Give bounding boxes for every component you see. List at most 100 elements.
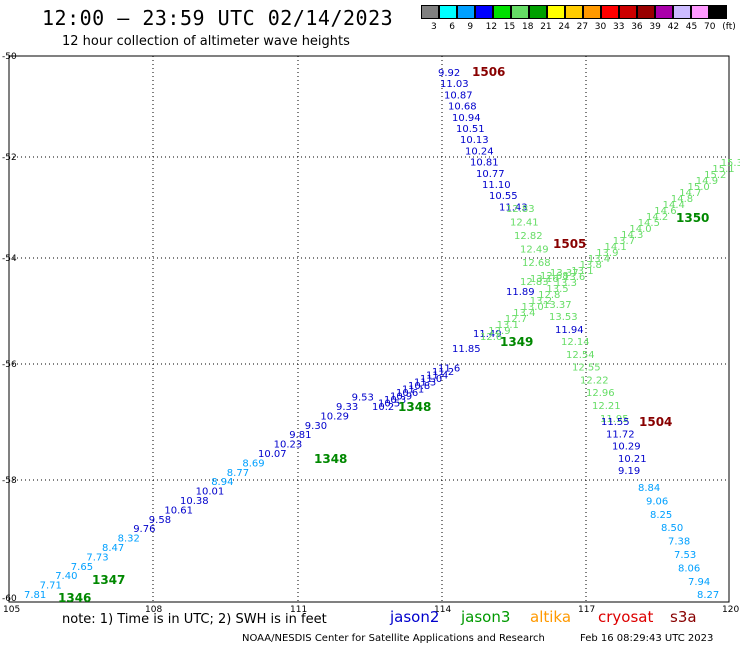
swh-value-label: 14.2 — [646, 212, 668, 223]
swh-value-label: 13.4 — [588, 254, 610, 265]
legend-label: 18 — [522, 22, 534, 32]
swh-value-label: 12.6 — [480, 332, 502, 343]
swh-value-label: 13.4 — [513, 308, 535, 319]
swh-value-label: 8.47 — [102, 543, 124, 554]
pass-number-label: 1346 — [58, 591, 91, 605]
legend-swatch — [637, 5, 655, 19]
legend-label: 15 — [503, 22, 516, 32]
swh-value-label: 13.1 — [497, 320, 519, 331]
swh-value-label: 11.85 — [452, 344, 481, 355]
swh-value-label: 8.32 — [118, 534, 140, 545]
swh-value-label: 10.23 — [274, 440, 303, 451]
credit-text: NOAA/NESDIS Center for Satellite Applica… — [242, 633, 545, 644]
swh-value-label: 13.8 — [580, 260, 602, 271]
legend-swatch — [457, 5, 475, 19]
swh-value-label: 13.37 — [543, 300, 572, 311]
swh-value-label: 12.49 — [520, 245, 549, 256]
swh-value-label: 7.65 — [71, 562, 93, 573]
swh-value-label: 12.22 — [580, 375, 609, 386]
swh-value-label: 11.94 — [555, 325, 584, 336]
swh-value-label: 10.68 — [448, 102, 477, 113]
legend-label: 27 — [576, 22, 589, 32]
y-tick-label: -60 — [2, 594, 17, 604]
swh-value-label: 8.27 — [697, 590, 719, 601]
swh-value-label: 9.06 — [646, 496, 668, 507]
x-tick-label: 105 — [3, 605, 20, 615]
swh-value-label: 10.77 — [476, 169, 505, 180]
swh-value-label: 14.3 — [621, 230, 643, 241]
x-tick-label: 120 — [722, 605, 739, 615]
swh-value-label: 7.81 — [24, 590, 46, 601]
color-legend-labels: 3 6 9 12 15 18 21 24 27 30 33 36 39 42 45 70 (ft) — [421, 22, 740, 34]
legend-label: 24 — [558, 22, 570, 32]
swh-value-label: 9.53 — [352, 393, 374, 404]
color-legend — [421, 5, 727, 19]
swh-value-label: 8.69 — [242, 458, 264, 469]
legend-label: 9 — [467, 22, 474, 32]
swh-value-label: 14.7 — [679, 188, 701, 199]
y-tick-label: -56 — [2, 360, 17, 370]
x-tick-label: 111 — [290, 605, 307, 615]
swh-value-label: 9.30 — [305, 421, 327, 432]
swh-value-label: 7.94 — [688, 577, 710, 588]
swh-value-label: 13.53 — [549, 312, 578, 323]
legend-label: 42 — [667, 22, 680, 32]
swh-value-label: 10.81 — [470, 158, 499, 169]
legend-label: 36 — [631, 22, 643, 32]
swh-value-label: 9.58 — [149, 515, 171, 526]
pass-number-label: 1347 — [92, 573, 125, 587]
swh-value-label: 12.83 — [506, 204, 535, 215]
legend-swatch — [511, 5, 529, 19]
legend-swatch — [583, 5, 601, 19]
legend-swatch — [439, 5, 457, 19]
swh-value-label: 13.0 — [522, 302, 544, 313]
swh-value-label: 10.24 — [465, 146, 494, 157]
swh-value-label: 14.0 — [629, 224, 651, 235]
satellite-altika: altika — [530, 608, 572, 626]
swh-value-label: 8.94 — [211, 477, 233, 488]
swh-value-label: 11.0 — [420, 374, 442, 385]
swh-value-label: 11.6 — [438, 364, 460, 375]
footer-note: note: 1) Time is in UTC; 2) SWH is in fe… — [62, 612, 327, 627]
legend-swatch — [475, 5, 493, 19]
x-tick-label: 114 — [434, 605, 451, 615]
y-tick-label: -50 — [2, 52, 17, 62]
swh-value-label: 12.54 — [566, 350, 595, 361]
swh-value-label: 13.5 — [546, 284, 568, 295]
swh-value-label: 10.29 — [320, 411, 349, 422]
legend-swatch — [493, 5, 511, 19]
swh-value-label: 10.01 — [196, 487, 225, 498]
swh-value-label: 11.89 — [506, 287, 535, 298]
swh-value-label: 9.19 — [618, 466, 640, 477]
legend-swatch — [601, 5, 619, 19]
swh-value-label: 13.16 — [530, 274, 559, 285]
swh-value-label: 10.38 — [180, 496, 209, 507]
swh-value-label: 10.5 — [378, 399, 400, 410]
legend-label: 21 — [540, 22, 552, 32]
legend-swatch — [547, 5, 565, 19]
timestamp-text: Feb 16 08:29:43 UTC 2023 — [580, 633, 714, 644]
legend-swatch — [673, 5, 691, 19]
swh-value-label: 12.8 — [538, 290, 560, 301]
swh-value-label: 12.55 — [572, 363, 601, 374]
swh-value-label: 8.50 — [661, 523, 683, 534]
satellite-jason3: jason3 — [461, 608, 511, 626]
swh-value-label: 11.72 — [606, 429, 635, 440]
swh-value-label: 12.96 — [586, 388, 615, 399]
swh-value-label: 14.6 — [654, 206, 676, 217]
swh-value-label: 9.81 — [289, 430, 311, 441]
swh-value-label: 11.3 — [414, 378, 436, 389]
swh-value-label: 12.68 — [540, 271, 569, 282]
pass-number-label: 1348 — [398, 400, 431, 414]
swh-value-label: 8.84 — [638, 483, 660, 494]
swh-value-label: 15.0 — [688, 182, 710, 193]
swh-value-label: 8.06 — [678, 563, 700, 574]
swh-value-label: 7.71 — [40, 581, 62, 592]
legend-label: 30 — [594, 22, 607, 32]
y-tick-label: -58 — [2, 476, 17, 486]
swh-value-label: 12.68 — [522, 258, 551, 269]
swh-value-label: 7.38 — [668, 537, 690, 548]
legend-label: 6 — [449, 22, 455, 32]
swh-value-label: 11.43 — [499, 202, 528, 213]
pass-number-label: 1348 — [314, 452, 347, 466]
